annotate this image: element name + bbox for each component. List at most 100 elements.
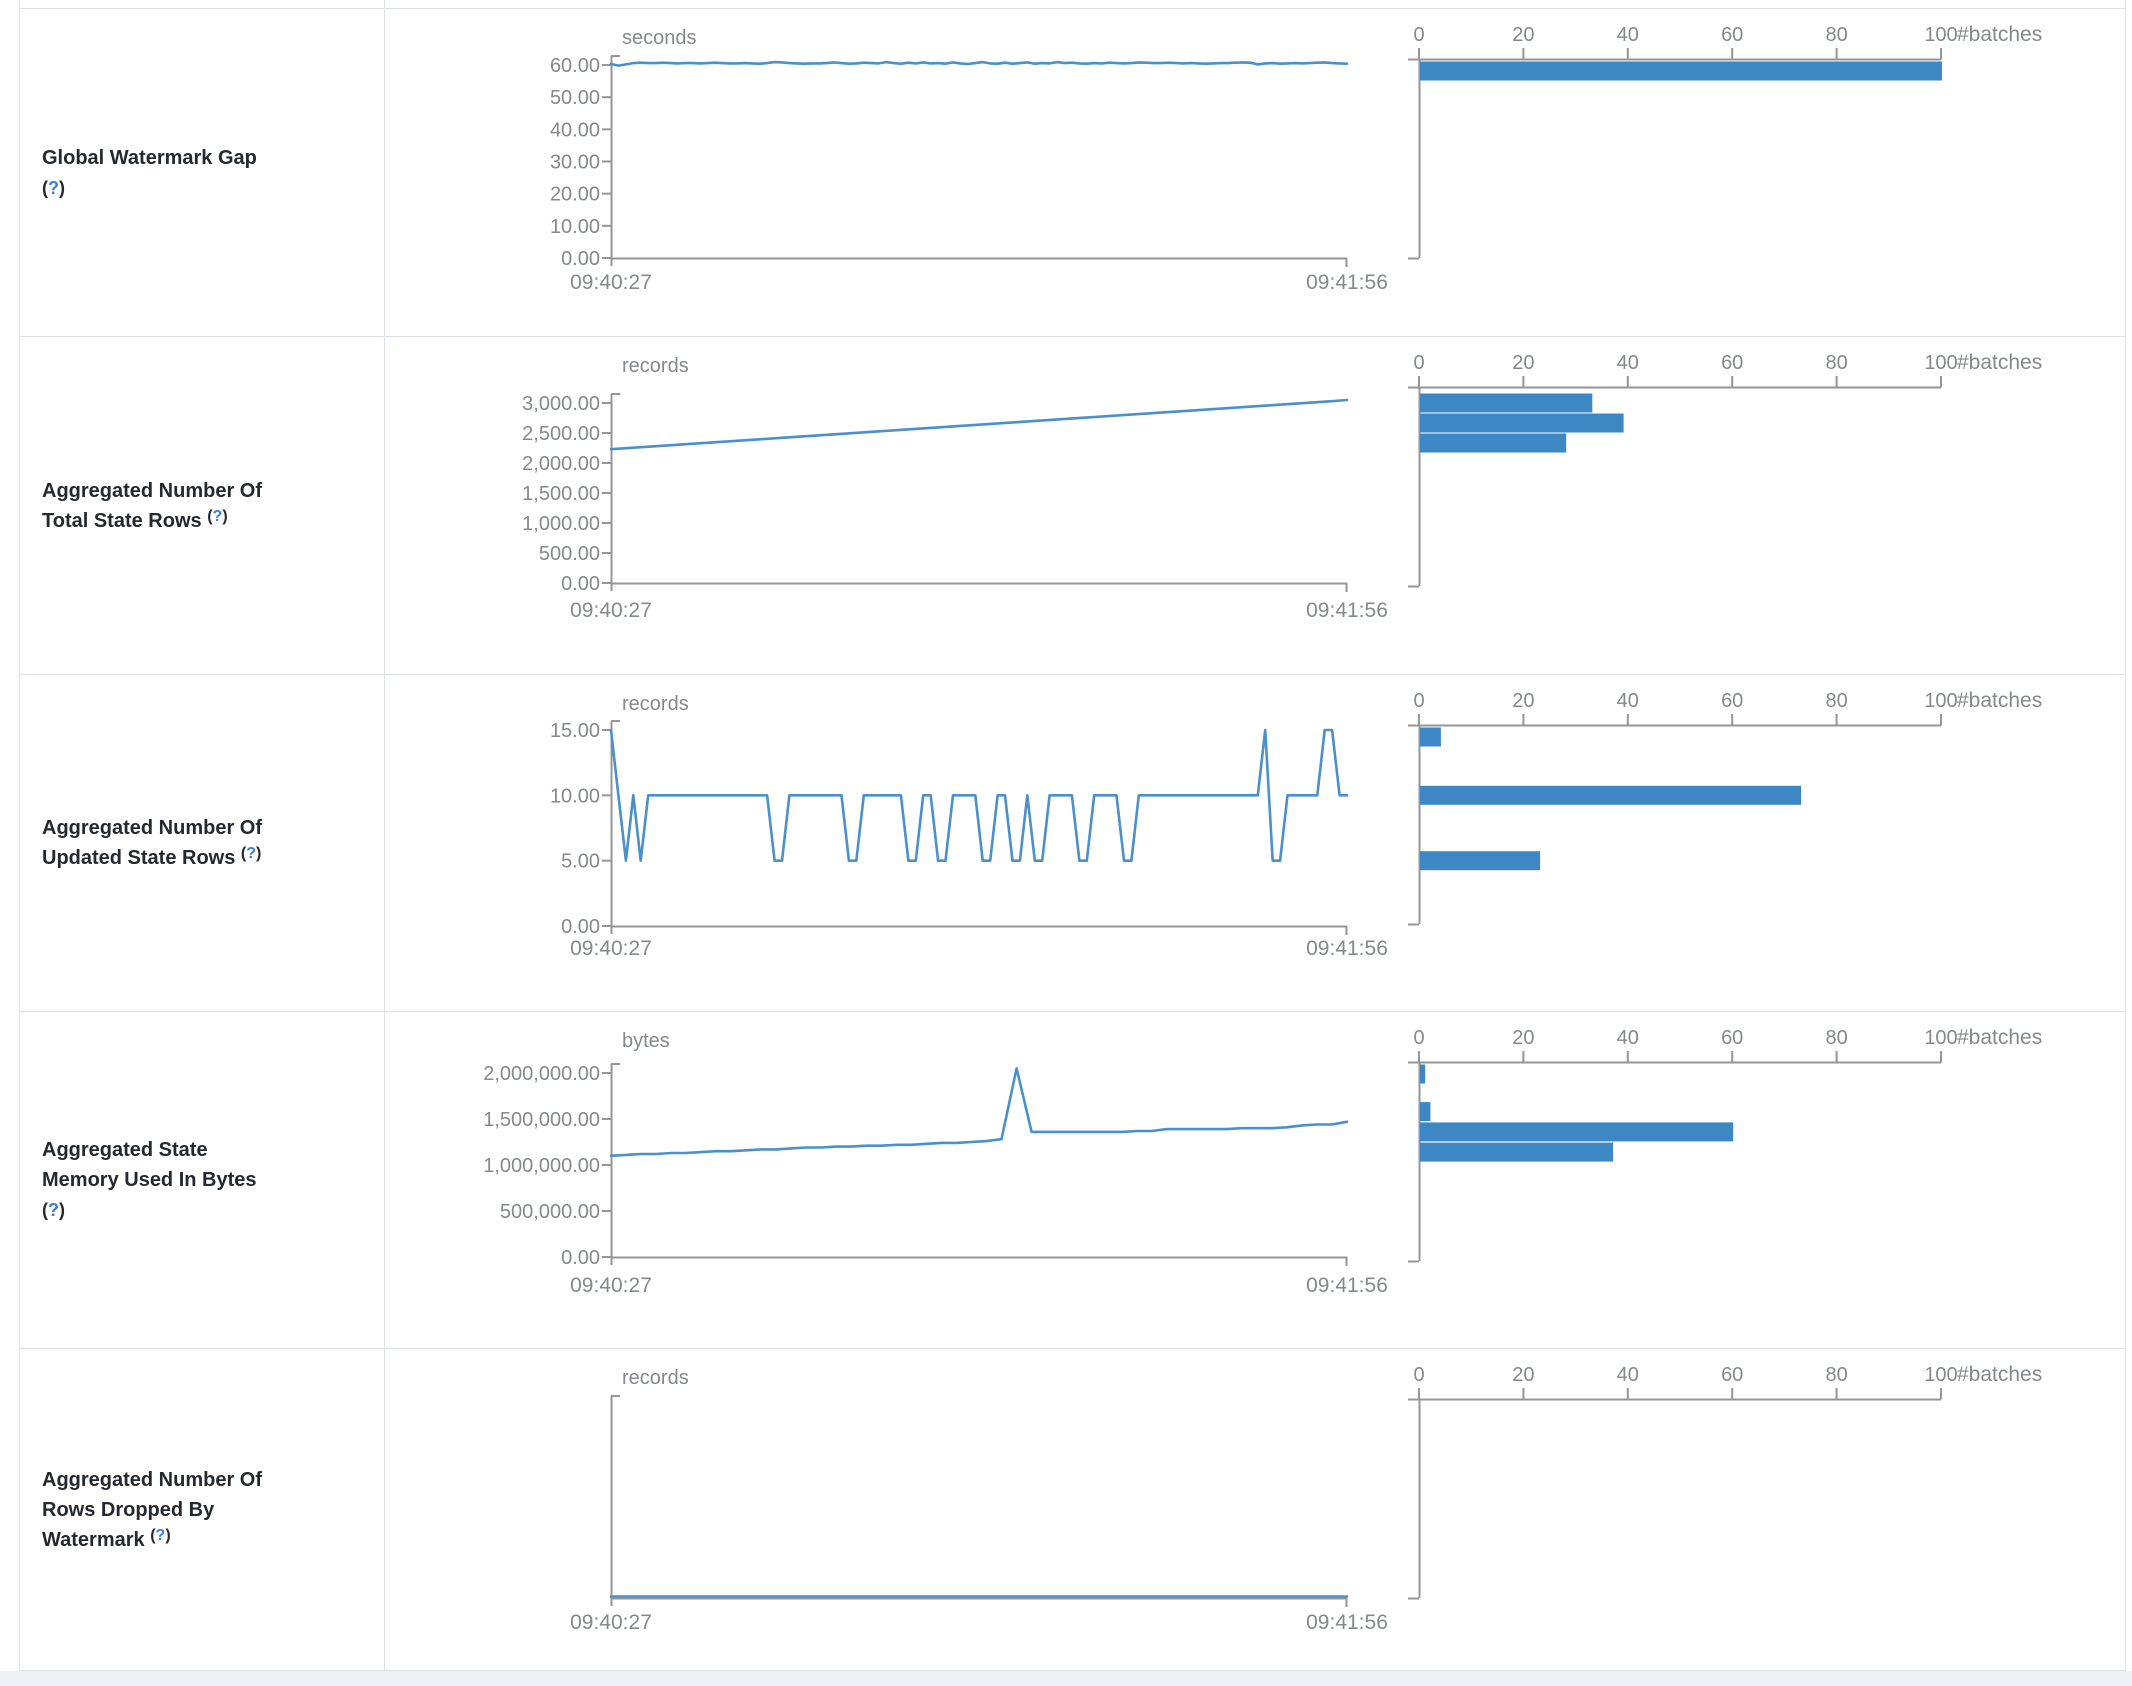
svg-text:0.00: 0.00 <box>561 916 600 938</box>
svg-text:50.00: 50.00 <box>550 87 600 109</box>
svg-text:60: 60 <box>1721 24 1743 46</box>
metric-label-text: Total State Rows <box>42 509 202 532</box>
svg-text:80: 80 <box>1825 690 1847 712</box>
svg-text:60: 60 <box>1721 1027 1743 1049</box>
svg-text:records: records <box>622 693 689 715</box>
histogram-bar <box>1420 433 1567 453</box>
svg-text:1,000,000.00: 1,000,000.00 <box>483 1155 600 1177</box>
histogram-bar <box>1420 1122 1734 1142</box>
help-link[interactable]: (?) <box>150 1526 171 1544</box>
histogram-chart: 0 20 40 60 80 100 #batches <box>1408 351 2042 588</box>
histogram-chart: 0 20 40 60 80 100 #batches <box>1408 1363 2042 1600</box>
charts-svg: bytes 2,000,000.00 1,500,000.00 1,000,000.0… <box>483 1026 2042 1297</box>
metric-label-text: Watermark <box>42 1528 145 1551</box>
svg-text:500,000.00: 500,000.00 <box>500 1201 600 1223</box>
svg-text:09:40:27: 09:40:27 <box>570 1611 652 1634</box>
svg-text:records: records <box>622 1367 689 1389</box>
timeline-chart: bytes 2,000,000.00 1,500,000.00 1,000,000.0… <box>483 1030 1388 1297</box>
histogram-chart: 0 20 40 60 80 100 #batches <box>1408 23 2042 260</box>
svg-text:80: 80 <box>1825 1027 1847 1049</box>
timeline-chart: seconds 60.00 50.00 40.00 30.00 20.00 10.00 0.0… <box>550 27 1388 294</box>
svg-text:1,000.00: 1,000.00 <box>522 513 600 535</box>
row-divider-3 <box>19 1011 2126 1012</box>
histogram-bar <box>1420 851 1541 871</box>
svg-text:30.00: 30.00 <box>550 152 600 174</box>
svg-text:100: 100 <box>1924 1027 1957 1049</box>
page-background-strip <box>0 1671 2132 1686</box>
chart-cell-state-memory-used: bytes 2,000,000.00 1,500,000.00 1,000,000.0… <box>385 1011 2125 1348</box>
histogram-bar <box>1420 1102 1431 1122</box>
timeline-chart: records 3,000.00 2,500.00 2,000.00 1,500.00 1… <box>522 355 1388 622</box>
svg-text:0: 0 <box>1413 24 1424 46</box>
svg-text:09:41:56: 09:41:56 <box>1306 1274 1388 1297</box>
svg-text:09:40:27: 09:40:27 <box>570 937 652 960</box>
svg-text:#batches: #batches <box>1957 1026 2042 1049</box>
svg-text:09:41:56: 09:41:56 <box>1306 599 1388 622</box>
svg-text:80: 80 <box>1825 1364 1847 1386</box>
svg-text:80: 80 <box>1825 24 1847 46</box>
row-divider-4 <box>19 1348 2126 1349</box>
svg-text:0.00: 0.00 <box>561 248 600 270</box>
svg-text:80: 80 <box>1825 352 1847 374</box>
svg-text:20: 20 <box>1512 352 1534 374</box>
metric-label-rows-dropped-by-watermark: Aggregated Number Of Rows Dropped By Wat… <box>20 1349 384 1670</box>
timeline-series-line <box>609 728 1349 862</box>
help-link[interactable]: (?) <box>207 507 228 525</box>
svg-text:500.00: 500.00 <box>539 543 600 565</box>
svg-text:0: 0 <box>1413 1027 1424 1049</box>
histogram-bar <box>1420 727 1441 747</box>
svg-text:1,500,000.00: 1,500,000.00 <box>483 1109 600 1131</box>
metric-label-text: Memory Used In Bytes <box>42 1169 257 1191</box>
help-link[interactable]: (?) <box>42 1200 65 1220</box>
svg-text:40: 40 <box>1617 1364 1639 1386</box>
svg-text:60: 60 <box>1721 690 1743 712</box>
svg-text:records: records <box>622 355 689 377</box>
svg-text:40: 40 <box>1617 352 1639 374</box>
svg-text:60: 60 <box>1721 1364 1743 1386</box>
svg-text:seconds: seconds <box>622 27 697 49</box>
svg-text:40: 40 <box>1617 690 1639 712</box>
svg-text:1,500.00: 1,500.00 <box>522 483 600 505</box>
timeline-series-line <box>609 1067 1349 1158</box>
svg-text:10.00: 10.00 <box>550 785 600 807</box>
metric-label-text: Aggregated Number Of <box>42 1468 263 1491</box>
svg-text:100: 100 <box>1924 690 1957 712</box>
svg-text:0.00: 0.00 <box>561 1247 600 1269</box>
svg-text:20: 20 <box>1512 690 1534 712</box>
help-link[interactable]: (?) <box>42 177 65 198</box>
svg-text:3,000.00: 3,000.00 <box>522 393 600 415</box>
histogram-bar <box>1420 393 1593 413</box>
svg-text:#batches: #batches <box>1957 351 2042 374</box>
svg-text:09:40:27: 09:40:27 <box>570 599 652 622</box>
histogram-bar <box>1420 1064 1426 1084</box>
svg-text:40: 40 <box>1617 24 1639 46</box>
svg-text:0.00: 0.00 <box>561 573 600 595</box>
timeline-series-line <box>609 60 1349 67</box>
metric-label-text: Updated State Rows <box>42 847 236 869</box>
chart-cell-updated-state-rows: records 15.00 10.00 5.00 0.00 09:40:27 09:41:5… <box>385 674 2125 1011</box>
svg-text:bytes: bytes <box>622 1030 670 1052</box>
svg-text:0: 0 <box>1413 1364 1424 1386</box>
help-link[interactable]: (?) <box>240 845 262 862</box>
svg-text:60: 60 <box>1721 352 1743 374</box>
metric-label-text: Rows Dropped By <box>42 1498 215 1521</box>
metric-label-text: Global Watermark Gap <box>42 146 257 169</box>
svg-text:60.00: 60.00 <box>550 55 600 77</box>
svg-text:20: 20 <box>1512 1027 1534 1049</box>
svg-text:09:41:56: 09:41:56 <box>1306 937 1388 960</box>
histogram-bar <box>1420 413 1624 433</box>
svg-text:15.00: 15.00 <box>550 720 600 742</box>
table-border-top <box>19 8 2126 9</box>
svg-text:09:40:27: 09:40:27 <box>570 1274 652 1297</box>
charts-svg: records 09:40:27 09:41:56 0 20 40 60 80 100 #batc… <box>570 1363 2042 1634</box>
svg-text:09:41:56: 09:41:56 <box>1306 271 1388 294</box>
metric-label-total-state-rows: Aggregated Number Of Total State Rows (?… <box>20 337 384 674</box>
svg-text:#batches: #batches <box>1957 689 2042 712</box>
svg-text:0: 0 <box>1413 352 1424 374</box>
chart-cell-global-watermark-gap: seconds 60.00 50.00 40.00 30.00 20.00 10.00 0.0… <box>385 8 2125 336</box>
svg-text:09:41:56: 09:41:56 <box>1306 1611 1388 1634</box>
svg-text:40.00: 40.00 <box>550 119 600 141</box>
